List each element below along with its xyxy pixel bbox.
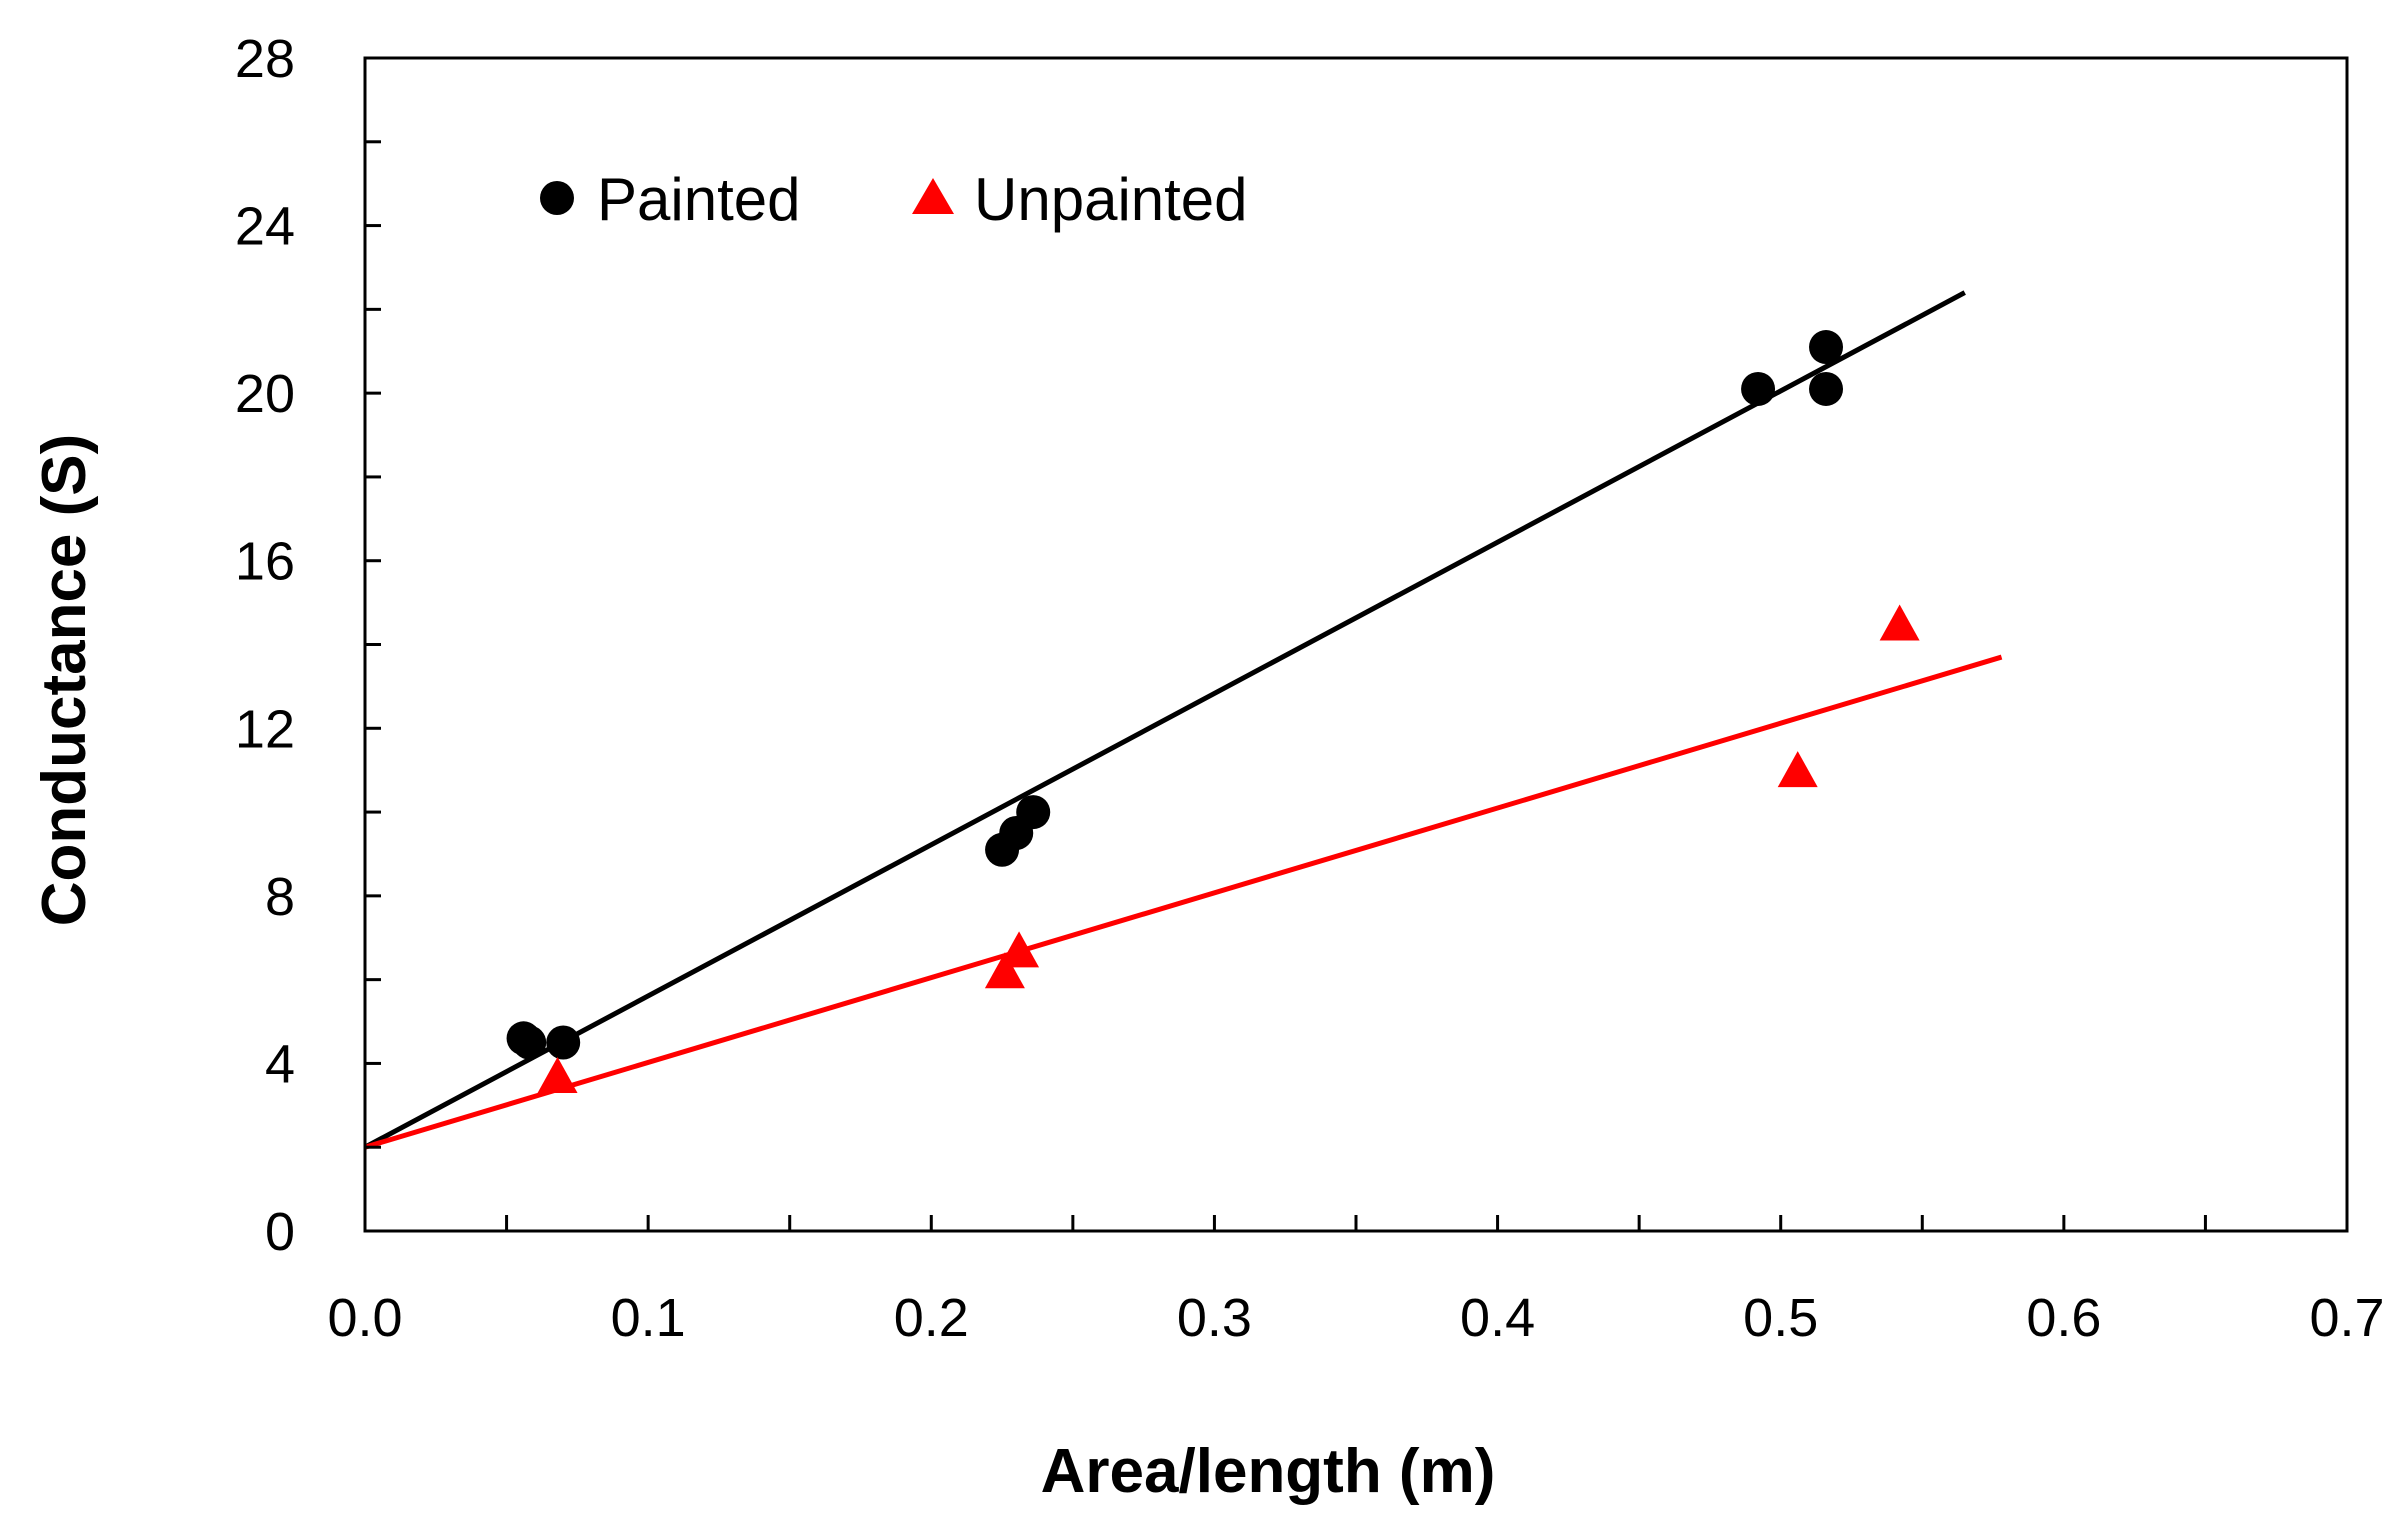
data-point-unpainted	[1879, 604, 1920, 641]
axes: 0.0 0.1 0.2 0.3 0.4 0.5 0.6 0.7 0 4 8 12 16 20 24 28	[235, 29, 2385, 1348]
data-point-unpainted	[984, 952, 1025, 989]
x-tick-label: 0.4	[1460, 1288, 1535, 1348]
x-tick-label: 0.2	[894, 1288, 969, 1348]
legend-painted-label: Painted	[597, 166, 801, 233]
y-tick-label: 28	[235, 29, 295, 89]
y-tick-label: 4	[265, 1034, 295, 1094]
x-axis-title: Area/length (m)	[1041, 1437, 1496, 1506]
legend-painted-marker	[540, 181, 574, 215]
data-point-painted	[1741, 371, 1776, 406]
x-tick-label: 0.7	[2309, 1288, 2384, 1348]
y-tick-label: 0	[265, 1202, 295, 1262]
data-point-painted	[512, 1025, 547, 1060]
y-tick-label: 12	[235, 699, 295, 759]
x-tick-label: 0.6	[2026, 1288, 2101, 1348]
fit-line-unpainted	[364, 654, 2003, 1150]
fit-line-painted	[363, 290, 1966, 1150]
y-tick-label: 16	[235, 532, 295, 592]
data-point-painted	[546, 1025, 581, 1060]
legend-unpainted-label: Unpainted	[974, 166, 1248, 233]
data-point-painted	[1809, 371, 1844, 406]
y-axis-title: Conductance (S)	[30, 434, 99, 927]
x-tick-label: 0.0	[327, 1288, 402, 1348]
data-point-unpainted	[1777, 751, 1818, 788]
x-tick-label: 0.1	[611, 1288, 686, 1348]
x-tick-label: 0.3	[1177, 1288, 1252, 1348]
data-point-unpainted	[999, 931, 1040, 968]
data-point-painted	[1809, 330, 1844, 365]
y-tick-label: 20	[235, 364, 295, 424]
data-point-unpainted	[537, 1056, 578, 1093]
legend-unpainted-marker	[912, 178, 954, 214]
x-tick-label: 0.5	[1743, 1288, 1818, 1348]
y-tick-label: 8	[265, 867, 295, 927]
plot-area	[363, 290, 2003, 1150]
y-tick-label: 24	[235, 197, 295, 257]
data-point-painted	[1016, 795, 1051, 830]
plot-frame	[363, 56, 2349, 1233]
legend: Painted Unpainted	[540, 166, 1248, 233]
